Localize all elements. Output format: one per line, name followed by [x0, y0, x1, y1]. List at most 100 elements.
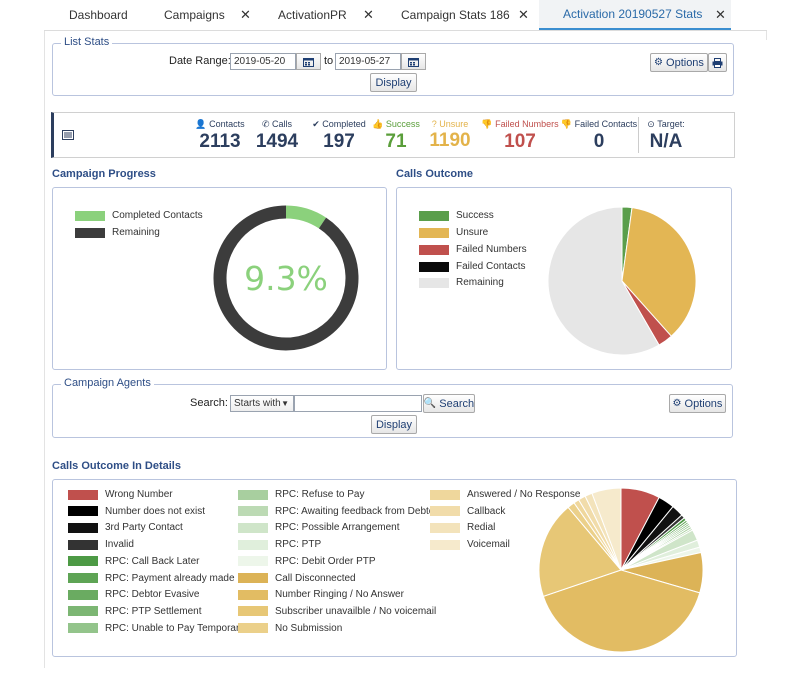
display-button[interactable]: Display — [371, 415, 417, 434]
date-from-value: 2019-05-20 — [234, 56, 286, 67]
pie-slice-number-ringing-no-answer — [542, 569, 701, 653]
stat-divider — [638, 117, 639, 153]
legend-item: Completed Contacts — [75, 210, 203, 221]
to-label: to — [324, 55, 334, 67]
legend-label: Voicemail — [467, 539, 510, 551]
legend-item: Failed Contacts — [419, 261, 525, 272]
stat-label: Failed Numbers — [495, 119, 559, 129]
calls-detail-panel: Wrong Number Number does not exist 3rd Par… — [52, 479, 737, 657]
date-from-input[interactable]: 2019-05-20 — [230, 53, 296, 70]
date-range-label: Date Range: — [169, 55, 231, 67]
legend-item: Call Disconnected — [238, 573, 356, 584]
date-to-value: 2019-05-27 — [339, 56, 391, 67]
legend-item: 3rd Party Contact — [68, 522, 183, 533]
legend-label: Number Ringing / No Answer — [275, 589, 404, 601]
search-button-label: Search — [439, 397, 475, 410]
close-icon[interactable]: ✕ — [363, 7, 374, 22]
legend-swatch — [68, 489, 98, 500]
legend-item: RPC: Call Back Later — [68, 556, 199, 567]
stat-failed-numbers: 👎 Failed Numbers 107 — [481, 119, 559, 153]
legend-item: Answered / No Response — [430, 489, 580, 500]
legend-label: RPC: Possible Arrangement — [275, 522, 400, 534]
print-icon — [712, 57, 723, 68]
pie-slice-unsure — [621, 207, 697, 337]
options-button[interactable]: ⚙ Options — [669, 394, 726, 413]
date-to-calendar-button[interactable] — [401, 53, 426, 70]
date-to-input[interactable]: 2019-05-27 — [335, 53, 401, 70]
options-button[interactable]: ⚙ Options — [650, 53, 708, 72]
legend-label: Completed Contacts — [112, 210, 203, 221]
legend-label: Number does not exist — [105, 505, 206, 517]
display-button[interactable]: Display — [370, 73, 417, 92]
tab-label: Campaign Stats 186 — [401, 8, 510, 22]
tab-campaigns[interactable]: Campaigns ✕ — [148, 0, 265, 30]
date-from-calendar-button[interactable] — [296, 53, 321, 70]
thumbs-down-icon: 👎 — [560, 119, 573, 129]
legend-swatch — [430, 539, 460, 550]
search-mode-value: Starts with — [234, 398, 281, 409]
stats-summary-bar: 👤 Contacts 2113 ✆ Calls 1494 ✔ Completed… — [51, 112, 735, 158]
agent-search-input[interactable] — [294, 395, 422, 412]
tab-activationpr[interactable]: ActivationPR ✕ — [265, 0, 387, 30]
legend-item: Number does not exist — [68, 506, 205, 517]
close-icon[interactable]: ✕ — [240, 7, 251, 22]
stat-value: 71 — [385, 131, 407, 152]
user-icon: 👤 — [195, 119, 207, 129]
legend-label: RPC: Call Back Later — [105, 555, 200, 567]
legend-item: Unsure — [419, 227, 488, 238]
tab-campaign-stats-186[interactable]: Campaign Stats 186 ✕ — [387, 0, 539, 30]
legend-item: Remaining — [75, 227, 160, 238]
legend-swatch — [419, 277, 449, 288]
legend-swatch — [238, 556, 268, 567]
legend-swatch — [238, 573, 268, 583]
legend-label: Invalid — [105, 539, 134, 551]
display-button-label: Display — [375, 76, 412, 89]
tab-dashboard[interactable]: Dashboard — [44, 0, 148, 30]
stat-unsure: ? Unsure 1190 — [423, 119, 477, 152]
search-button[interactable]: 🔍 Search — [423, 394, 475, 413]
search-label: Search: — [190, 397, 228, 409]
legend-label: Answered / No Response — [467, 489, 581, 500]
phone-icon: ✆ — [261, 119, 270, 129]
campaign-progress-panel: Completed Contacts Remaining 9.3% — [52, 187, 387, 370]
pie-slice-voicemail — [591, 487, 622, 571]
stat-value: 2113 — [199, 131, 241, 152]
campaign-progress-title: Campaign Progress — [52, 168, 156, 180]
search-mode-select[interactable]: Starts with ▼ — [230, 395, 294, 412]
close-icon[interactable]: ✕ — [518, 7, 529, 22]
stat-value: 1494 — [255, 131, 299, 152]
legend-item: Remaining — [419, 277, 504, 288]
legend-item: RPC: Possible Arrangement — [238, 522, 400, 533]
print-button[interactable] — [708, 53, 727, 72]
campaign-agents-panel: Campaign Agents Search: Starts with ▼ 🔍 … — [52, 377, 733, 438]
gear-icon: ⚙ — [654, 57, 664, 68]
content-frame-left-border — [44, 28, 45, 668]
stat-success: 👍 Success 71 — [372, 119, 420, 153]
campaign-progress-donut: 9.3% — [213, 205, 359, 351]
stat-value: 0 — [593, 131, 605, 152]
legend-label: Remaining — [112, 227, 160, 238]
legend-swatch — [238, 623, 268, 634]
legend-swatch — [75, 227, 105, 238]
legend-swatch — [238, 489, 268, 500]
calls-detail-title: Calls Outcome In Details — [52, 460, 181, 472]
close-icon[interactable]: ✕ — [715, 7, 726, 22]
stat-completed: ✔ Completed 197 — [309, 119, 369, 153]
tab-activation-20190527-stats[interactable]: Activation 20190527 Stats ✕ — [539, 0, 731, 30]
calls-detail-pie — [538, 487, 704, 653]
legend-item: RPC: PTP — [238, 539, 321, 550]
stat-label: Target: — [657, 119, 685, 129]
legend-item: RPC: Debtor Evasive — [68, 589, 199, 600]
progress-percent-text: 9.3% — [244, 259, 328, 298]
legend-item: RPC: Refuse to Pay — [238, 489, 364, 500]
legend-swatch — [238, 539, 268, 550]
legend-swatch — [68, 539, 98, 550]
tab-label: Campaigns — [164, 8, 225, 22]
legend-swatch — [68, 606, 98, 617]
legend-swatch — [68, 522, 98, 533]
legend-label: RPC: PTP Settlement — [105, 605, 202, 617]
calendar-icon — [303, 57, 314, 67]
legend-label: Wrong Number — [105, 489, 173, 500]
legend-label: Failed Contacts — [456, 261, 526, 272]
legend-item: RPC: PTP Settlement — [68, 606, 202, 617]
